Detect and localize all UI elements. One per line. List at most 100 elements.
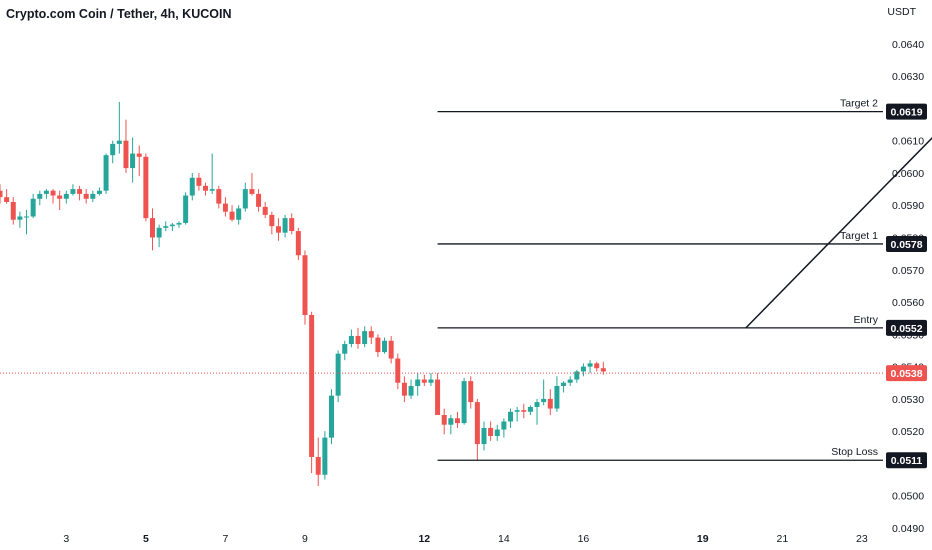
- candle-body: [527, 406, 533, 412]
- y-tick-label: 0.0530: [892, 394, 924, 406]
- candle-body: [103, 155, 109, 191]
- y-tick-label: 0.0500: [892, 491, 924, 503]
- candle-body: [587, 363, 593, 367]
- candle-body: [282, 218, 288, 233]
- candle: [143, 153, 149, 222]
- level-price-badge: [886, 452, 927, 469]
- candle-body: [269, 214, 275, 227]
- candle-body: [4, 197, 10, 202]
- candle: [421, 374, 427, 386]
- candle: [136, 145, 142, 177]
- candle: [587, 360, 593, 374]
- candle-body: [196, 177, 202, 186]
- candle-body: [242, 189, 248, 209]
- candle-body: [183, 195, 189, 223]
- candle: [10, 197, 16, 225]
- candle-body: [289, 218, 295, 232]
- candle: [63, 190, 69, 204]
- candle-body: [156, 227, 162, 238]
- candle: [468, 376, 474, 409]
- levels-layer: Target 2 Target 1 Entry Stop Loss: [0, 98, 932, 461]
- candle-body: [30, 198, 36, 217]
- candle-body: [203, 185, 209, 191]
- candle-body: [302, 255, 308, 315]
- y-tick-label: 0.0640: [892, 39, 924, 51]
- candle: [196, 172, 202, 191]
- candle-body: [169, 224, 175, 227]
- candle: [130, 137, 136, 183]
- candle: [534, 398, 540, 425]
- candle: [242, 182, 248, 212]
- y-tick-label: 0.0590: [892, 200, 924, 212]
- candle-body: [541, 398, 547, 403]
- candle-body: [90, 193, 96, 199]
- candle: [163, 221, 169, 232]
- candle: [103, 153, 109, 194]
- x-tick-label: 9: [302, 533, 308, 545]
- candle: [395, 353, 401, 390]
- candle: [295, 227, 301, 261]
- candle: [342, 340, 348, 361]
- candle-body: [494, 429, 500, 437]
- candle: [547, 389, 553, 416]
- level-name: Target 2: [840, 98, 878, 110]
- candle-body: [329, 395, 334, 438]
- candle-body: [275, 226, 281, 233]
- candle: [43, 189, 49, 199]
- candle-body: [43, 190, 49, 194]
- candle: [315, 437, 321, 487]
- candle: [116, 101, 122, 154]
- candle-body: [501, 421, 507, 430]
- candle: [123, 119, 129, 173]
- trend-arrow[interactable]: [745, 115, 932, 329]
- candle-body: [216, 189, 222, 204]
- candle: [600, 361, 606, 375]
- candle: [275, 218, 281, 241]
- x-tick-label: 23: [856, 533, 868, 545]
- candle-body: [229, 211, 235, 220]
- candle-body: [256, 193, 262, 207]
- candle: [488, 421, 494, 441]
- candle-body: [77, 189, 83, 194]
- candle: [236, 205, 242, 225]
- candle: [494, 424, 500, 441]
- candle: [0, 184, 3, 204]
- current-price-badge: [886, 365, 927, 382]
- candle: [269, 211, 275, 235]
- candle-body: [209, 189, 215, 191]
- candle: [322, 431, 328, 480]
- candle: [57, 190, 63, 211]
- candle-body: [600, 368, 606, 372]
- level-price-label: 0.0619: [890, 107, 922, 119]
- candle: [567, 376, 573, 386]
- candle: [382, 337, 388, 354]
- y-tick-label: 0.0490: [892, 523, 924, 535]
- level-name: Entry: [853, 314, 878, 326]
- level-price-label: 0.0511: [891, 455, 923, 467]
- candle-body: [355, 335, 361, 345]
- candle: [249, 172, 255, 196]
- candle-body: [236, 208, 242, 220]
- candle-body: [176, 222, 182, 225]
- candle-body: [295, 231, 301, 256]
- candle-body: [163, 226, 169, 228]
- x-tick-label: 19: [697, 533, 709, 545]
- candle-body: [335, 353, 341, 396]
- candle-body: [0, 190, 3, 198]
- x-tick-label: 12: [418, 533, 430, 545]
- x-tick-label: 7: [222, 533, 228, 545]
- candle-body: [24, 216, 30, 218]
- candle: [527, 405, 533, 416]
- candle-body: [116, 140, 122, 144]
- candle-body: [249, 189, 255, 194]
- arrow-shaft: [745, 136, 932, 329]
- candle-body: [547, 398, 553, 409]
- candle: [203, 182, 209, 196]
- candle-body: [461, 381, 467, 424]
- candle-body: [189, 177, 195, 196]
- candle-body: [83, 193, 89, 199]
- candle-body: [594, 363, 600, 369]
- candle: [388, 335, 394, 364]
- candle: [508, 408, 514, 428]
